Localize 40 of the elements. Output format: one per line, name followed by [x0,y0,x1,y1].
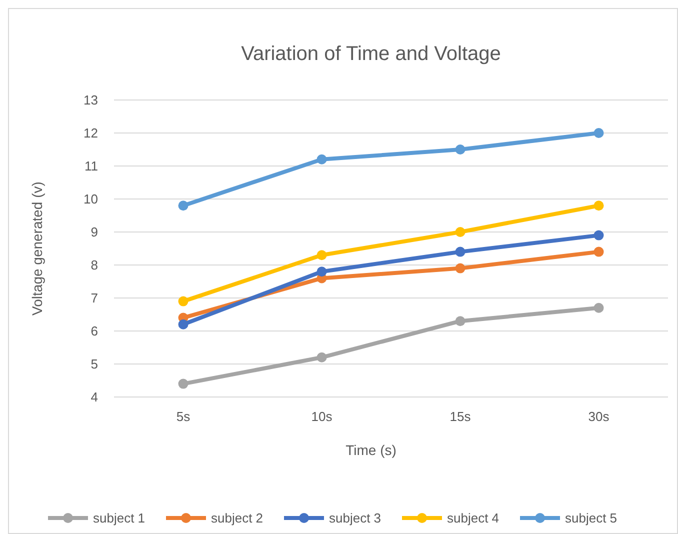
y-tick-label: 12 [84,126,98,141]
y-tick-label: 9 [90,224,98,240]
y-tick-label: 8 [90,258,98,273]
point [455,227,466,237]
point [455,263,466,274]
point [455,246,466,257]
legend-label: subject 1 [93,510,146,526]
point [316,352,327,362]
y-tick-label: 6 [90,324,98,339]
point [316,154,327,164]
point [178,296,188,306]
x-tick-label: 5s [176,409,191,424]
legend-label: subject 4 [447,510,500,526]
point [594,128,604,138]
point [316,250,327,260]
x-tick-label: 30s [588,409,610,424]
point [594,230,604,240]
legend-label: subject 2 [211,510,264,526]
point [316,266,327,277]
point [594,200,604,211]
y-tick-label: 5 [90,356,98,372]
x-tick-label: 10s [311,409,333,424]
x-tick-label: 15s [450,409,472,424]
point [178,200,188,211]
legend-label: subject 3 [329,510,382,526]
point [178,378,188,389]
y-tick-label: 13 [84,92,98,108]
y-tick-label: 11 [84,158,98,174]
x-axis-title: Time (s) [346,442,396,458]
legend-label: subject 5 [565,510,618,526]
y-tick-label: 4 [90,390,98,405]
point [594,302,604,313]
y-axis-title: Voltage generated (v) [29,182,45,316]
point [455,316,466,326]
y-tick-label: 7 [90,290,98,306]
chart-title: Variation of Time and Voltage [241,43,501,65]
point [594,246,604,257]
point [178,319,188,330]
point [455,144,466,154]
y-tick-label: 10 [84,192,98,207]
